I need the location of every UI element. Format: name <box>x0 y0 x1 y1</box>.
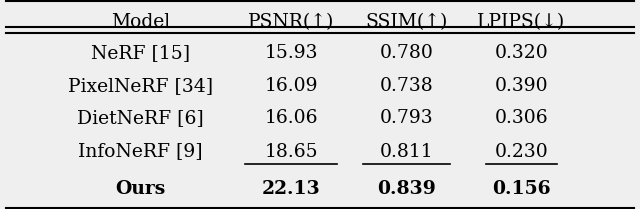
Text: 15.93: 15.93 <box>264 44 318 62</box>
Text: 22.13: 22.13 <box>262 180 321 198</box>
Text: InfoNeRF [9]: InfoNeRF [9] <box>79 143 203 161</box>
Text: 0.230: 0.230 <box>495 143 548 161</box>
Text: 18.65: 18.65 <box>264 143 318 161</box>
Text: NeRF [15]: NeRF [15] <box>92 44 190 62</box>
Text: PixelNeRF [34]: PixelNeRF [34] <box>68 77 213 95</box>
Text: 0.780: 0.780 <box>380 44 433 62</box>
Text: LPIPS(↓): LPIPS(↓) <box>477 13 566 31</box>
Text: 0.306: 0.306 <box>495 109 548 127</box>
Text: 0.390: 0.390 <box>495 77 548 95</box>
Text: 0.793: 0.793 <box>380 109 433 127</box>
Text: 0.156: 0.156 <box>492 180 551 198</box>
Text: 0.839: 0.839 <box>377 180 436 198</box>
Text: SSIM(↑): SSIM(↑) <box>365 13 447 31</box>
Text: Model: Model <box>111 13 170 31</box>
Text: 0.738: 0.738 <box>380 77 433 95</box>
Text: 0.320: 0.320 <box>495 44 548 62</box>
Text: PSNR(↑): PSNR(↑) <box>248 13 334 31</box>
Text: 16.09: 16.09 <box>264 77 318 95</box>
Text: 16.06: 16.06 <box>264 109 318 127</box>
Text: Ours: Ours <box>116 180 166 198</box>
Text: 0.811: 0.811 <box>380 143 433 161</box>
Text: DietNeRF [6]: DietNeRF [6] <box>77 109 204 127</box>
